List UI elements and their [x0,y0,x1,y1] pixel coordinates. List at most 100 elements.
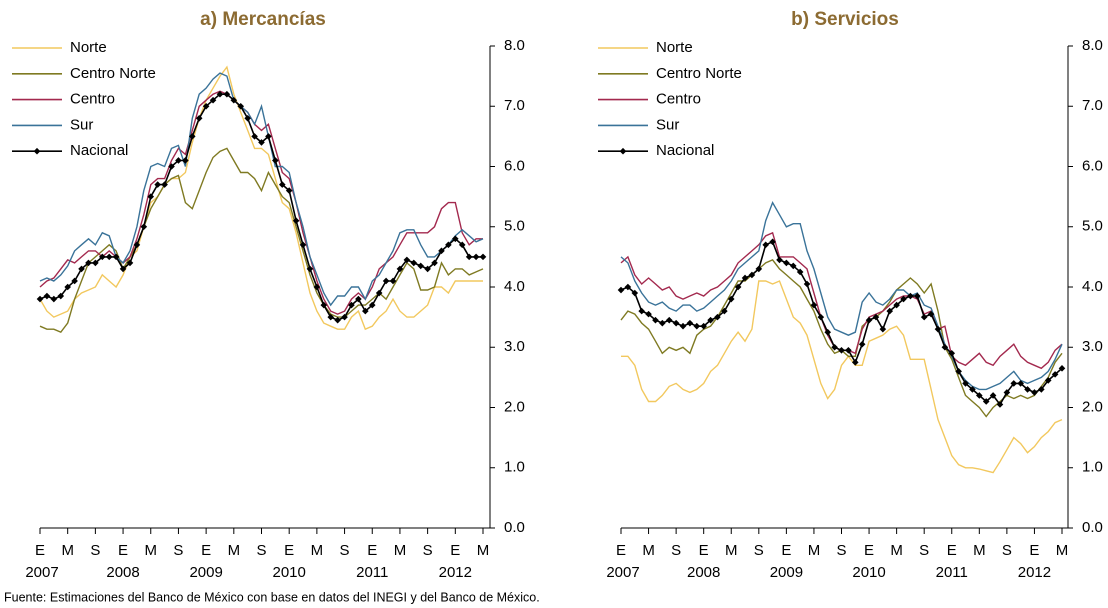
series-line [39,65,483,331]
data-point [1044,377,1052,384]
x-tick-label: S [919,542,929,559]
data-point [631,289,639,297]
series-line [621,280,1063,474]
year-label: 2010 [852,564,885,581]
data-point [982,398,990,405]
data-point [789,262,797,270]
data-point [714,313,721,321]
data-point [831,343,838,351]
y-tick-label: 0.0 [1082,519,1103,536]
x-tick-label: S [1002,542,1012,559]
y-tick-label: 5.0 [504,218,525,235]
data-point [1038,386,1045,393]
data-point [796,268,804,276]
data-point [479,253,487,261]
data-point [472,253,480,261]
data-point [334,316,341,324]
data-point [693,322,701,330]
data-point [969,386,976,393]
data-point [147,193,155,200]
legend-label: Norte [656,39,693,56]
legend-marker [33,147,41,155]
data-point [913,292,921,300]
data-point [438,247,445,255]
data-point [1051,371,1059,378]
x-tick-label: M [61,542,74,559]
data-point [341,313,348,321]
year-label: 2011 [936,564,968,581]
data-point [92,259,99,267]
legend-label: Centro Norte [70,65,156,82]
data-point [237,102,245,110]
series-line [39,93,483,321]
data-point [175,157,182,164]
y-tick-label: 6.0 [1082,157,1103,174]
panel-title: b) Servicios [791,9,899,30]
data-point [1024,386,1031,393]
x-tick-label: E [450,542,460,559]
data-point [879,325,887,333]
data-point [934,325,942,333]
year-label: 2008 [687,564,720,581]
x-tick-label: M [1056,542,1069,559]
data-point [154,181,161,188]
data-point [85,259,92,267]
y-tick-label: 5.0 [1082,218,1103,235]
x-tick-label: M [228,542,241,559]
data-point [948,349,956,357]
x-tick-label: S [836,542,846,559]
x-tick-label: E [35,542,45,559]
data-point [734,283,742,291]
y-tick-label: 2.0 [1082,398,1103,415]
data-point [216,90,224,98]
data-point [686,319,694,327]
x-tick-label: M [642,542,655,559]
data-point [769,238,776,246]
year-label: 2007 [25,564,58,581]
data-point [672,319,680,327]
x-tick-label: S [423,542,433,559]
data-point [50,295,58,303]
data-point [105,253,113,261]
x-tick-label: M [145,542,158,559]
x-tick-label: E [947,542,957,559]
x-tick-label: E [699,542,709,559]
x-tick-label: S [90,542,100,559]
x-tick-label: M [808,542,821,559]
source-note: Fuente: Estimaciones del Banco de México… [4,590,540,604]
data-point [838,346,845,354]
x-tick-label: S [173,542,183,559]
data-point [244,115,251,122]
x-tick-label: S [340,542,350,559]
data-point [299,241,307,249]
year-label: 2009 [189,564,222,581]
data-point [617,286,625,294]
data-point [776,256,783,264]
data-point [638,307,645,315]
data-point [783,259,790,267]
data-point [955,368,962,375]
data-point [721,307,728,315]
legend-label: Sur [70,116,93,133]
data-point [126,259,134,267]
data-point [886,307,894,315]
y-tick-label: 8.0 [504,37,525,54]
x-tick-label: S [256,542,266,559]
x-tick-label: M [725,542,738,559]
y-tick-label: 1.0 [1082,459,1103,476]
data-point [452,235,459,243]
data-point [907,292,914,300]
x-tick-label: S [671,542,681,559]
data-point [112,253,120,261]
year-label: 2007 [606,564,639,581]
y-tick-label: 8.0 [1082,37,1103,54]
x-tick-label: M [394,542,407,559]
data-point [424,265,431,273]
data-point [389,277,397,285]
y-tick-label: 3.0 [1082,338,1103,355]
data-point [824,328,832,336]
data-point [71,277,78,285]
data-point [417,262,425,270]
x-tick-label: E [1029,542,1039,559]
series-line [39,72,484,307]
